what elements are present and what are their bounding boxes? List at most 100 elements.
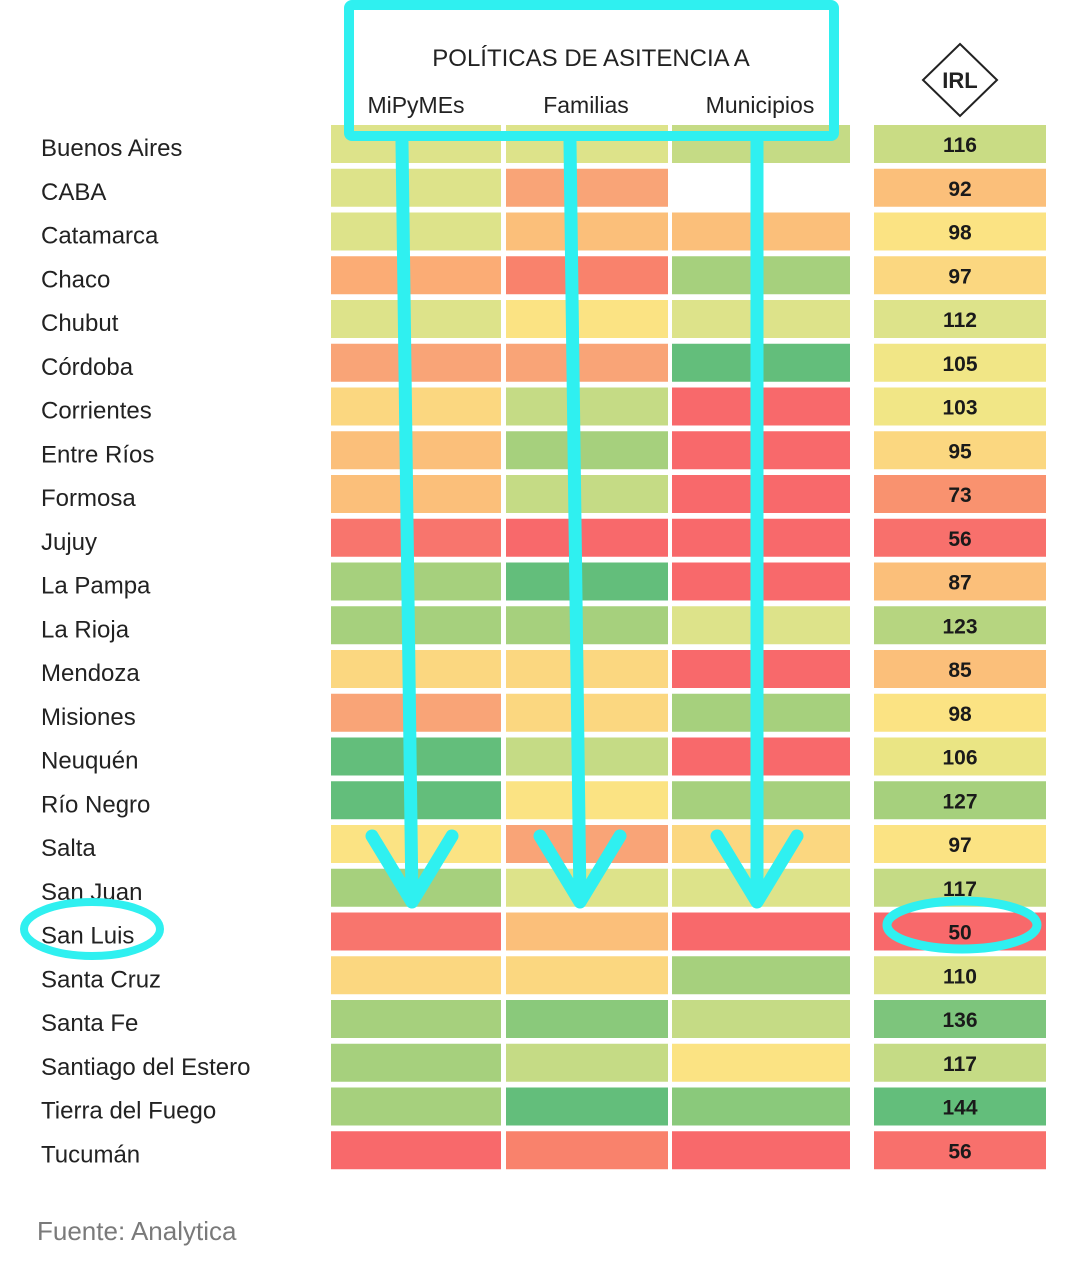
irl-cell-misiones (874, 693, 1046, 732)
irl-value-entre-rios: 95 (948, 440, 972, 463)
irl-value-tucuman: 56 (948, 1140, 971, 1163)
irl-value-santiago-del-estero: 117 (943, 1053, 977, 1076)
heatmap-chart: 116 92 98 97 112 105 103 95 73 56 87 123 85 98 106 127 9… (20, 0, 1046, 1170)
heat-cell-jujuy-mipymes (331, 518, 501, 557)
heat-cell-santiago-del-estero-municipios (672, 1043, 850, 1082)
irl-value-salta: 97 (948, 834, 971, 857)
heat-cell-mendoza-familias (506, 650, 668, 688)
irl-value-tierra-del-fuego: 144 (942, 1097, 977, 1120)
heat-cell-la-rioja-mipymes (331, 606, 501, 645)
irl-value-chubut: 112 (943, 309, 977, 332)
province-label-la-pampa: La Pampa (41, 573, 151, 600)
province-label-catamarca: Catamarca (41, 223, 159, 250)
heat-cell-la-pampa-familias (506, 562, 668, 601)
irl-value-santa-cruz: 110 (943, 965, 977, 988)
source-note: Fuente: Analytica (37, 1216, 237, 1246)
heat-cell-santa-fe-municipios (672, 1000, 850, 1038)
annotations (20, 0, 1042, 960)
irl-value-la-pampa: 87 (948, 572, 971, 595)
heat-cell-cordoba-familias (506, 343, 668, 382)
header-highlight-box (344, 0, 839, 141)
heat-cell-entre-rios-mipymes (331, 431, 501, 470)
province-label-buenos-aires: Buenos Aires (41, 135, 182, 162)
province-label-corrientes: Corrientes (41, 398, 152, 425)
province-label-rio-negro: Río Negro (41, 791, 150, 818)
irl-cell-caba (874, 168, 1046, 207)
irl-cell-santa-fe (874, 1000, 1046, 1038)
irl-cell-buenos-aires (874, 125, 1046, 163)
irl-cell-neuquen (874, 737, 1046, 776)
province-label-santa-cruz: Santa Cruz (41, 966, 161, 993)
irl-value-mendoza: 85 (948, 659, 972, 682)
heat-cell-santiago-del-estero-familias (506, 1043, 668, 1082)
province-label-santiago-del-estero: Santiago del Estero (41, 1054, 250, 1081)
irl-cell-rio-negro (874, 781, 1046, 820)
irl-value-jujuy: 56 (948, 528, 971, 551)
province-label-formosa: Formosa (41, 485, 136, 512)
heat-cell-catamarca-familias (506, 212, 668, 251)
heat-cell-caba-mipymes (331, 168, 501, 207)
province-label-jujuy: Jujuy (41, 529, 97, 556)
heat-cell-santiago-del-estero-mipymes (331, 1043, 501, 1082)
heat-cell-buenos-aires-familias (506, 125, 668, 163)
irl-value-chaco: 97 (948, 265, 971, 288)
irl-badge: IRL (921, 42, 999, 118)
heat-cell-jujuy-familias (506, 518, 668, 557)
arrow-down-icon (710, 135, 804, 909)
column-label-familias: Familias (543, 92, 629, 118)
heat-cell-caba-familias (506, 168, 668, 207)
heat-cell-misiones-familias (506, 693, 668, 732)
irl-cell-la-pampa (874, 562, 1046, 601)
irl-cell-santiago-del-estero (874, 1043, 1046, 1082)
irl-cell-mendoza (874, 650, 1046, 688)
heat-cell-corrientes-mipymes (331, 387, 501, 426)
irl-value-caba: 92 (948, 178, 971, 201)
heat-cell-tierra-del-fuego-familias (506, 1087, 668, 1126)
heat-cell-rio-negro-familias (506, 781, 668, 820)
irl-cell-jujuy (874, 518, 1046, 557)
heat-cell-la-pampa-mipymes (331, 562, 501, 601)
province-label-chaco: Chaco (41, 266, 110, 293)
province-labels: Buenos Aires CABA Catamarca Chaco Chubut Córd… (41, 135, 250, 1168)
heat-cell-neuquen-familias (506, 737, 668, 776)
heat-cell-salta-familias (506, 825, 668, 863)
province-label-santa-fe: Santa Fe (41, 1010, 138, 1037)
heat-cell-chaco-mipymes (331, 256, 501, 295)
heat-cell-tucuman-mipymes (331, 1131, 501, 1170)
column-label-municipios: Municipios (706, 92, 815, 118)
irl-50-highlight-circle (882, 896, 1042, 954)
irl-value-la-rioja: 123 (942, 615, 977, 638)
irl-column: 116 92 98 97 112 105 103 95 73 56 87 123 85 98 106 127 9… (874, 125, 1046, 1170)
column-label-mipymes: MiPyMEs (367, 92, 464, 118)
irl-cell-santa-cruz (874, 956, 1046, 995)
irl-value-buenos-aires: 116 (943, 134, 977, 157)
irl-value-catamarca: 98 (948, 222, 972, 245)
heat-cell-mendoza-mipymes (331, 650, 501, 688)
heat-cell-tierra-del-fuego-municipios (672, 1087, 850, 1126)
province-label-la-rioja: La Rioja (41, 616, 130, 643)
province-label-misiones: Misiones (41, 704, 136, 731)
irl-cell-tierra-del-fuego (874, 1087, 1046, 1126)
irl-cell-catamarca (874, 212, 1046, 251)
arrow-down-icon (533, 135, 627, 909)
arrow-down-icon (365, 135, 459, 909)
province-label-mendoza: Mendoza (41, 660, 140, 687)
heat-cell-santa-fe-mipymes (331, 1000, 501, 1038)
san-luis-highlight-circle (20, 898, 164, 960)
heat-cell-tucuman-municipios (672, 1131, 850, 1170)
irl-cell-chaco (874, 256, 1046, 295)
province-label-tucuman: Tucumán (41, 1141, 140, 1168)
irl-cell-salta (874, 825, 1046, 863)
heat-cell-san-luis-municipios (672, 912, 850, 951)
irl-value-misiones: 98 (948, 703, 972, 726)
chart-title: POLÍTICAS DE ASITENCIA A (432, 45, 749, 72)
province-label-caba: CABA (41, 179, 106, 206)
heat-cell-chaco-familias (506, 256, 668, 295)
irl-cell-tucuman (874, 1131, 1046, 1170)
heat-cell-entre-rios-familias (506, 431, 668, 470)
irl-cell-formosa (874, 475, 1046, 513)
irl-cell-chubut (874, 300, 1046, 338)
heat-cell-tucuman-familias (506, 1131, 668, 1170)
province-label-salta: Salta (41, 835, 96, 862)
irl-diamond-icon (921, 42, 999, 118)
